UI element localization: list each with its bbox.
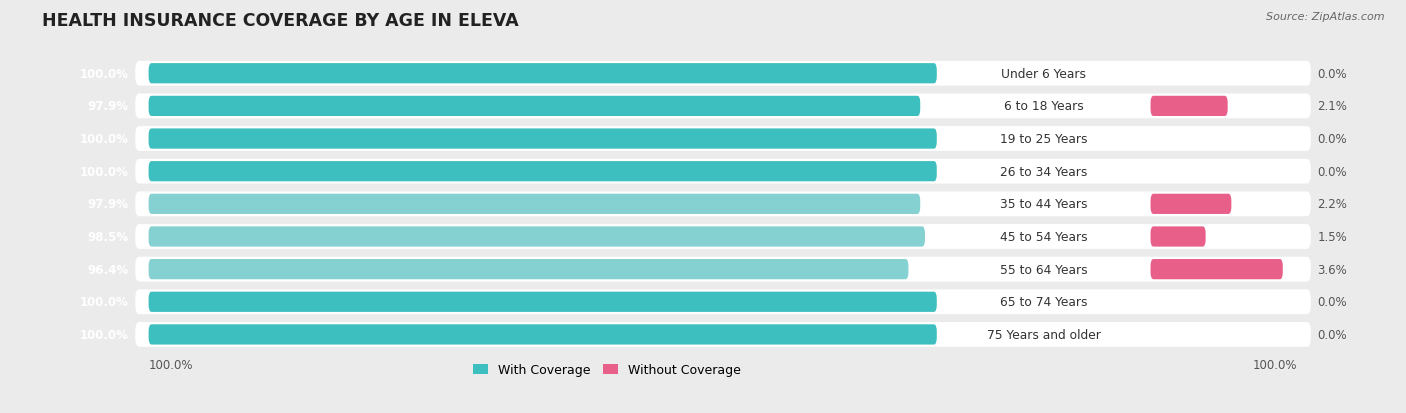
FancyBboxPatch shape <box>135 62 1310 86</box>
FancyBboxPatch shape <box>149 64 936 84</box>
FancyBboxPatch shape <box>149 259 908 280</box>
Text: 100.0%: 100.0% <box>80 68 128 81</box>
Text: 1.5%: 1.5% <box>1317 230 1347 243</box>
Text: 100.0%: 100.0% <box>80 296 128 309</box>
Text: 0.0%: 0.0% <box>1317 133 1347 146</box>
FancyBboxPatch shape <box>135 322 1310 347</box>
Text: 6 to 18 Years: 6 to 18 Years <box>1004 100 1084 113</box>
FancyBboxPatch shape <box>149 325 936 345</box>
Text: 2.2%: 2.2% <box>1317 198 1347 211</box>
FancyBboxPatch shape <box>149 97 921 117</box>
Text: 100.0%: 100.0% <box>80 328 128 341</box>
Text: 100.0%: 100.0% <box>1253 358 1298 371</box>
FancyBboxPatch shape <box>135 159 1310 184</box>
Text: 0.0%: 0.0% <box>1317 68 1347 81</box>
Text: 45 to 54 Years: 45 to 54 Years <box>1000 230 1087 243</box>
Text: 100.0%: 100.0% <box>80 133 128 146</box>
FancyBboxPatch shape <box>135 290 1310 314</box>
FancyBboxPatch shape <box>135 127 1310 152</box>
Text: 98.5%: 98.5% <box>87 230 128 243</box>
Text: 3.6%: 3.6% <box>1317 263 1347 276</box>
Text: Under 6 Years: Under 6 Years <box>1001 68 1087 81</box>
Text: 65 to 74 Years: 65 to 74 Years <box>1000 296 1087 309</box>
Text: HEALTH INSURANCE COVERAGE BY AGE IN ELEVA: HEALTH INSURANCE COVERAGE BY AGE IN ELEV… <box>42 12 519 30</box>
FancyBboxPatch shape <box>135 257 1310 282</box>
FancyBboxPatch shape <box>149 194 921 214</box>
Text: 75 Years and older: 75 Years and older <box>987 328 1101 341</box>
FancyBboxPatch shape <box>149 161 936 182</box>
Text: 2.1%: 2.1% <box>1317 100 1347 113</box>
Text: 97.9%: 97.9% <box>87 100 128 113</box>
Text: 0.0%: 0.0% <box>1317 328 1347 341</box>
FancyBboxPatch shape <box>149 227 925 247</box>
Text: 100.0%: 100.0% <box>80 165 128 178</box>
Text: 0.0%: 0.0% <box>1317 165 1347 178</box>
FancyBboxPatch shape <box>1150 227 1205 247</box>
FancyBboxPatch shape <box>135 192 1310 217</box>
Text: 100.0%: 100.0% <box>149 358 193 371</box>
Text: 96.4%: 96.4% <box>87 263 128 276</box>
Text: 19 to 25 Years: 19 to 25 Years <box>1000 133 1087 146</box>
Text: 0.0%: 0.0% <box>1317 296 1347 309</box>
FancyBboxPatch shape <box>1150 194 1232 214</box>
FancyBboxPatch shape <box>149 129 936 149</box>
Text: Source: ZipAtlas.com: Source: ZipAtlas.com <box>1267 12 1385 22</box>
Text: 97.9%: 97.9% <box>87 198 128 211</box>
Text: 26 to 34 Years: 26 to 34 Years <box>1000 165 1087 178</box>
FancyBboxPatch shape <box>135 94 1310 119</box>
FancyBboxPatch shape <box>1150 97 1227 117</box>
Text: 35 to 44 Years: 35 to 44 Years <box>1000 198 1087 211</box>
FancyBboxPatch shape <box>1150 259 1282 280</box>
Legend: With Coverage, Without Coverage: With Coverage, Without Coverage <box>468 358 745 381</box>
Text: 55 to 64 Years: 55 to 64 Years <box>1000 263 1087 276</box>
FancyBboxPatch shape <box>135 225 1310 249</box>
FancyBboxPatch shape <box>149 292 936 312</box>
